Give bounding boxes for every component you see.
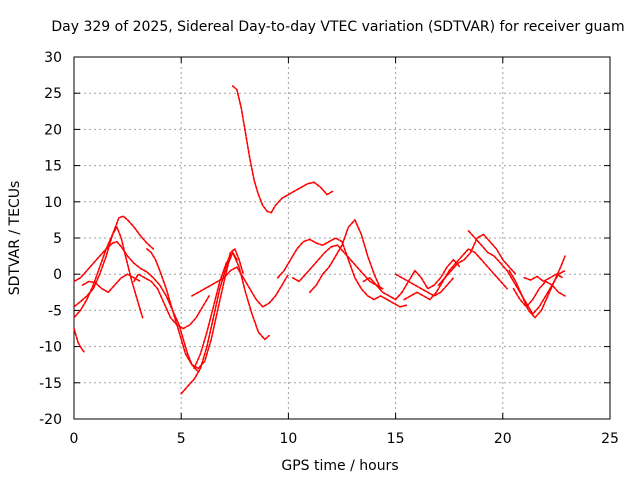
x-tick-label: 20 — [494, 431, 512, 447]
series-arc-9 — [193, 251, 270, 370]
x-tick-label: 25 — [601, 431, 619, 447]
series-arc-22 — [523, 273, 564, 283]
y-tick-label: -10 — [39, 340, 62, 356]
y-tick-label: 25 — [44, 86, 62, 102]
chart-title: Day 329 of 2025, Sidereal Day-to-day VTE… — [51, 19, 624, 35]
series-arc-4 — [73, 226, 144, 319]
series-arc-15 — [362, 258, 461, 301]
series-arc-10 — [191, 266, 290, 308]
series-arc-16 — [403, 248, 508, 301]
series-arc-3 — [73, 215, 155, 308]
x-tick-label: 15 — [387, 431, 405, 447]
axis-ticks: 0 5 10 15 20 25 -20 -15 -10 -5 0 5 10 15 20 25 30 — [39, 50, 619, 447]
x-tick-label: 0 — [70, 431, 79, 447]
series-arc-2 — [73, 240, 200, 373]
y-tick-label: 5 — [53, 231, 62, 247]
series-arc-12 — [276, 237, 408, 308]
y-axis-label: SDTVAR / TECUs — [7, 181, 23, 296]
series-arc-18 — [437, 233, 517, 286]
series-arc-17 — [394, 273, 455, 297]
series-arc-6 — [133, 273, 210, 330]
x-axis-label: GPS time / hours — [281, 458, 398, 474]
series-arc-1 — [73, 327, 86, 354]
grid — [74, 57, 610, 419]
y-tick-label: 10 — [44, 195, 62, 211]
x-tick-label: 10 — [279, 431, 297, 447]
y-tick-label: -15 — [39, 376, 62, 392]
data-series — [73, 85, 566, 395]
y-tick-label: 0 — [53, 267, 62, 283]
series-arc-7 — [146, 248, 238, 370]
y-tick-label: 15 — [44, 159, 62, 175]
series-arc-14 — [309, 219, 382, 294]
series-arc-8 — [180, 248, 245, 395]
series-arc-11 — [231, 85, 335, 214]
y-tick-label: 20 — [44, 122, 62, 138]
y-tick-label: -20 — [39, 412, 62, 428]
y-tick-label: 30 — [44, 50, 62, 66]
series-arc-21 — [512, 280, 566, 308]
series-arc-5 — [81, 273, 142, 294]
x-tick-label: 5 — [177, 431, 186, 447]
series-arc-19 — [467, 230, 566, 315]
y-tick-label: -5 — [48, 303, 62, 319]
